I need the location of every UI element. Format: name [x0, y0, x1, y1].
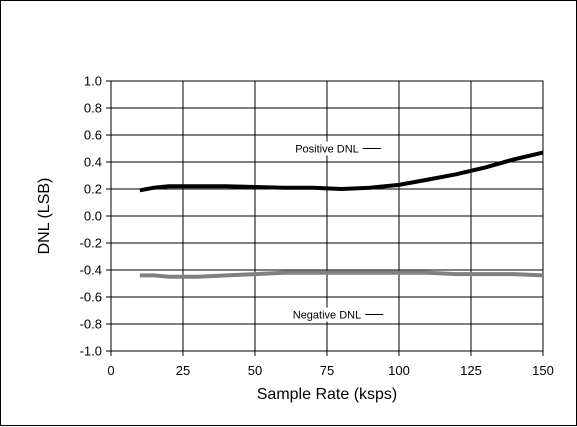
series-label-background [288, 307, 366, 322]
y-tick-label: 0.2 [84, 182, 102, 197]
y-tick-label: 0.0 [84, 209, 102, 224]
y-tick-label: -0.2 [80, 236, 102, 251]
x-tick-label: 0 [107, 363, 114, 378]
series-line-positive-dnl [139, 150, 544, 193]
y-axis-title: DNL (LSB) [36, 178, 53, 255]
y-tick-labels: -1.0 -0.8 -0.6 -0.4 -0.2 0.0 0.2 0.4 0.6 0.8 1.0 [80, 74, 102, 359]
series-line-negative-dnl [139, 270, 544, 279]
series-label: Positive DNL [295, 144, 359, 156]
plot-area-border [110, 80, 544, 352]
x-tick-label: 125 [460, 363, 482, 378]
x-tick-label: 150 [532, 363, 554, 378]
series-label-background [291, 141, 363, 156]
y-tick-label: -0.8 [80, 317, 102, 332]
x-axis-title: Sample Rate (ksps) [257, 386, 398, 403]
x-tick-label: 25 [176, 363, 190, 378]
series-label: Negative DNL [293, 310, 361, 322]
x-tick-label: 100 [388, 363, 410, 378]
y-tick-label: -0.6 [80, 290, 102, 305]
y-tick-label: 0.6 [84, 128, 102, 143]
y-tick-label: -1.0 [80, 344, 102, 359]
x-tick-labels: 0 25 50 75 100 125 150 [107, 363, 553, 378]
y-tick-label: 0.4 [84, 155, 102, 170]
y-tick-label: 1.0 [84, 74, 102, 89]
annotations: Positive DNL Negative DNL [288, 141, 384, 322]
x-tick-label: 50 [248, 363, 262, 378]
series-lines [139, 150, 544, 279]
y-tick-label: -0.4 [80, 263, 102, 278]
y-tick-label: 0.8 [84, 101, 102, 116]
x-tick-label: 75 [320, 363, 334, 378]
